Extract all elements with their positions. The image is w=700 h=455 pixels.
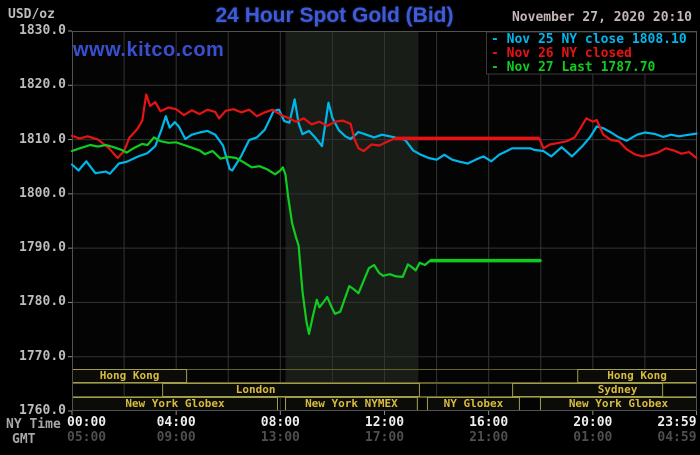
y-axis-label: 1780.0 bbox=[19, 294, 66, 310]
session-box bbox=[512, 383, 664, 397]
x-axis-label-ny: 08:00 bbox=[260, 415, 300, 430]
series-line-nov27 bbox=[70, 136, 542, 335]
x-axis-label-ny: 12:00 bbox=[364, 415, 405, 430]
y-axis-unit-label: USD/oz bbox=[8, 7, 55, 22]
y-axis-label: 1770.0 bbox=[19, 348, 66, 364]
x-axis-label-ny: 16:00 bbox=[469, 415, 509, 430]
y-axis-label: 1820.0 bbox=[19, 77, 66, 93]
x-axis-label-gmt: 09:00 bbox=[156, 430, 196, 445]
x-axis-label-gmt: 04:59 bbox=[657, 430, 697, 445]
page-title: 24 Hour Spot Gold (Bid) bbox=[215, 4, 454, 27]
session-label: NY Globex bbox=[443, 397, 504, 410]
y-axis-label: 1830.0 bbox=[19, 23, 66, 38]
x-axis-label-ny: 00:00 bbox=[67, 415, 107, 430]
plot-border bbox=[72, 31, 697, 411]
timestamp: November 27, 2020 20:10 bbox=[511, 10, 692, 25]
y-axis-label: 1760.0 bbox=[19, 403, 66, 418]
x-axis-label-ny: 04:00 bbox=[156, 415, 196, 430]
y-axis-label: 1810.0 bbox=[19, 131, 66, 147]
session-label: New York Globex bbox=[568, 397, 669, 410]
legend-item: - Nov 25 NY close 1808.10 bbox=[491, 32, 687, 47]
session-label: Hong Kong bbox=[99, 369, 160, 382]
y-axis-label: 1790.0 bbox=[19, 240, 66, 256]
session-label: Hong Kong bbox=[607, 369, 667, 382]
x-axis-label-gmt: 05:00 bbox=[67, 430, 107, 445]
session-label: New York Globex bbox=[125, 397, 225, 410]
session-label: Sydney bbox=[597, 383, 638, 396]
x-axis-label-ny: 23:59 bbox=[657, 415, 697, 430]
legend-item: - Nov 27 Last 1787.70 bbox=[491, 60, 656, 75]
series-line-nov26 bbox=[70, 93, 698, 160]
x-axis-label-gmt: 01:00 bbox=[573, 430, 613, 445]
x-axis-label-gmt: 13:00 bbox=[260, 430, 300, 445]
nymex-session-band bbox=[285, 31, 419, 411]
kitco-watermark-link[interactable]: www.kitco.com bbox=[73, 39, 225, 61]
series-line-nov25 bbox=[70, 98, 698, 175]
legend-box bbox=[486, 31, 697, 75]
legend-item: - Nov 26 NY closed bbox=[491, 46, 632, 61]
x-axis-label-gmt: 21:00 bbox=[469, 430, 509, 445]
session-label: London bbox=[235, 383, 276, 396]
y-axis-label: 1800.0 bbox=[19, 185, 66, 201]
session-label: New York NYMEX bbox=[305, 397, 398, 410]
x-axis-ny-time-label: NY Time bbox=[6, 417, 61, 432]
x-axis-label-ny: 20:00 bbox=[573, 415, 613, 430]
session-box bbox=[162, 383, 420, 397]
x-axis-label-gmt: 17:00 bbox=[364, 430, 405, 445]
x-axis-gmt-label: GMT bbox=[12, 432, 36, 447]
